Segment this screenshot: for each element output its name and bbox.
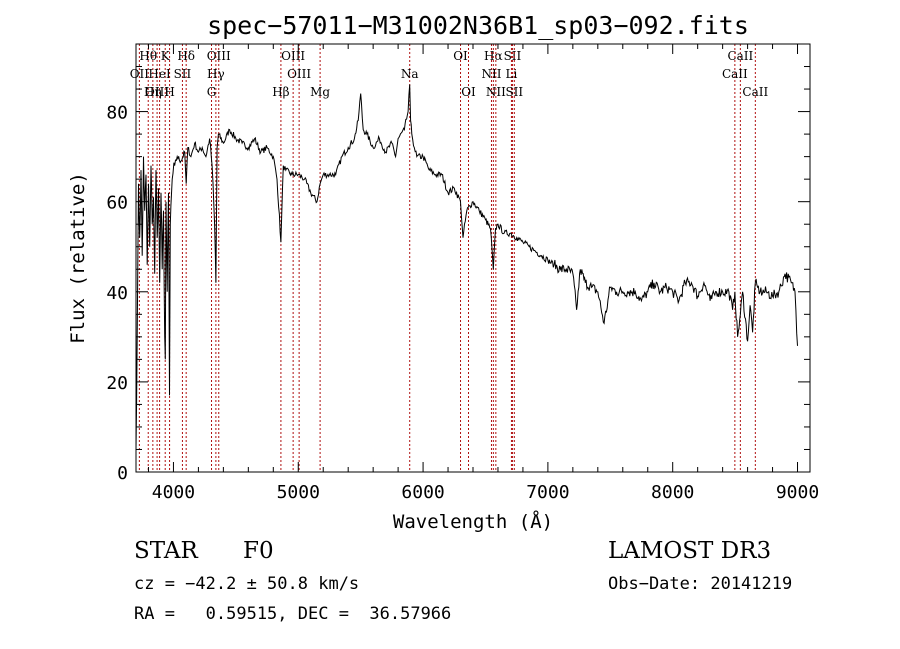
line-marker-label: Mg	[310, 85, 330, 99]
line-marker-label: Li	[506, 67, 518, 81]
y-tick-label: 60	[106, 193, 128, 214]
line-marker-label: OII	[130, 67, 150, 81]
line-marker-label: HeI	[148, 67, 171, 81]
line-marker-label: Hδ	[177, 49, 195, 63]
line-marker-label: NII	[486, 85, 506, 99]
y-axis: 0 20 40 60 80	[106, 66, 810, 484]
plot-frame	[135, 43, 811, 473]
survey-name: LAMOST DR3	[608, 538, 772, 564]
line-marker-label: Hβ	[272, 85, 289, 99]
redshift-velocity: cz = −42.2 ± 50.8 km/s	[134, 574, 360, 594]
y-tick-label: 20	[106, 373, 128, 394]
x-tick-label: 9000	[776, 482, 819, 503]
line-marker-label: CaII	[742, 85, 768, 99]
x-tick-label: 7000	[526, 482, 569, 503]
line-marker-label: OI	[461, 85, 476, 99]
line-marker-label: SII	[505, 85, 523, 99]
object-class: STAR	[134, 538, 198, 564]
line-marker-label: NII	[481, 67, 501, 81]
line-marker-label: OIII	[287, 67, 311, 81]
line-marker-label: OIII	[145, 85, 169, 99]
line-marker-label: Hθ	[139, 49, 157, 63]
chart-title: spec−57011−M31002N36B1_sp03−092.fits	[207, 11, 749, 40]
line-marker-label: H	[164, 85, 174, 99]
x-axis: 4000 5000 6000 7000 8000 9000	[147, 44, 819, 503]
line-marker-label: CaII	[722, 67, 748, 81]
x-tick-label: 4000	[152, 482, 195, 503]
line-marker-label: G	[207, 85, 217, 99]
coordinates: RA = 0.59515, DEC = 36.57966	[134, 604, 452, 624]
y-axis-label: Flux (relative)	[67, 172, 89, 344]
observation-date: Obs−Date: 20141219	[608, 574, 793, 594]
line-marker-label: OI	[453, 49, 468, 63]
line-marker-label: OIII	[207, 49, 231, 63]
x-tick-label: 6000	[401, 482, 444, 503]
line-marker-label: K	[161, 49, 171, 63]
line-marker-label: SII	[504, 49, 522, 63]
spectral-subclass: F0	[243, 538, 274, 564]
line-marker-label: SII	[174, 67, 192, 81]
y-tick-label: 0	[117, 463, 128, 484]
line-marker-label: Hγ	[207, 67, 225, 81]
y-tick-label: 40	[106, 283, 128, 304]
spectrum-line	[135, 84, 798, 450]
x-axis-label: Wavelength (Å)	[393, 510, 553, 533]
y-tick-label: 80	[106, 103, 128, 124]
line-marker-label: Na	[401, 67, 419, 81]
line-marker-label: CaII	[727, 49, 753, 63]
line-marker-label: Hη	[144, 85, 162, 99]
x-tick-label: 8000	[651, 482, 694, 503]
emission-line-markers: Hθ OII OIII K HeI Hη H Hδ SII OIII Hγ G OIII OIII Hβ Mg…	[130, 44, 768, 472]
line-marker-label: OIII	[281, 49, 305, 63]
spectrum-layer	[135, 84, 798, 450]
line-marker-label: Hα	[484, 49, 503, 63]
x-tick-label: 5000	[277, 482, 320, 503]
